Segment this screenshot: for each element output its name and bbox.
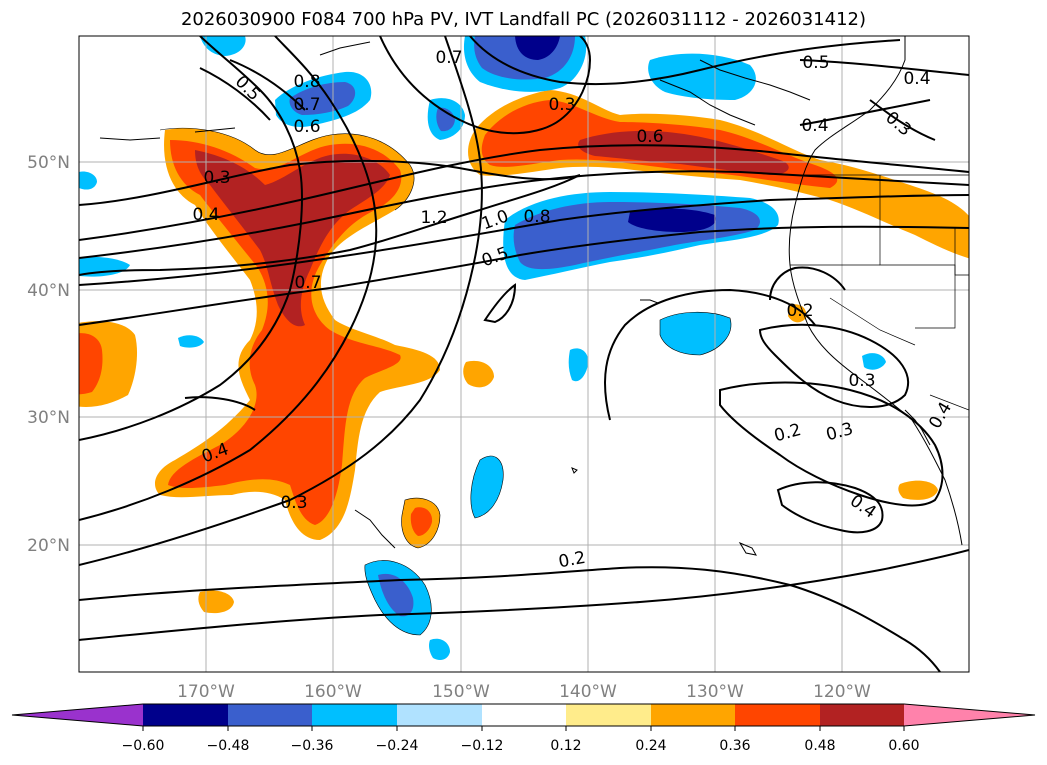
colorbar-tick-label: 0.48 [804, 738, 835, 754]
contour-label: 0.2 [557, 548, 587, 572]
colorbar-extend-high [904, 704, 1035, 726]
colorbar-bin [312, 704, 397, 726]
anomaly-gulf-alaska-core [578, 130, 789, 175]
anomaly-west-pacific-core [195, 150, 390, 327]
anomaly-small-a-inner [436, 107, 455, 132]
anomaly-far-west-inner [79, 333, 103, 395]
anomaly-small-h [862, 353, 886, 370]
colorbar-tick-label: 0.60 [888, 738, 919, 754]
lat-label-30n: 30°N [27, 408, 70, 428]
contour-label: 0.8 [293, 72, 320, 92]
anomaly-small-1-inner [410, 507, 433, 536]
contour-labels: 0.7 0.5 0.8 0.7 0.6 0.3 0.6 0.5 0.4 0.4 … [192, 48, 956, 572]
colorbar-bin [228, 704, 312, 726]
lon-label-170w: 170°W [177, 682, 235, 702]
anomaly-bc-coast [648, 53, 756, 100]
anomaly-central-trough-core [628, 208, 716, 232]
plot-frame [78, 35, 970, 673]
pv-contours [79, 36, 969, 672]
colorbar-tick-label: −0.48 [207, 738, 250, 754]
colorbar-tick-label: 0.36 [719, 738, 750, 754]
anomaly-small-g [79, 171, 97, 190]
colorbar-bin [735, 704, 820, 726]
contour-label: 0.7 [293, 95, 320, 115]
map-title: 2026030900 F084 700 hPa PV, IVT Landfall… [180, 9, 867, 30]
contour-label: 0.4 [192, 205, 219, 225]
colorbar-bin [566, 704, 651, 726]
anomaly-small-e [178, 335, 204, 348]
colorbar-tick-label: −0.36 [291, 738, 334, 754]
contour-label: 0.7 [435, 48, 462, 68]
colorbar-tick-label: −0.60 [122, 738, 165, 754]
political-boundaries [790, 174, 969, 411]
contour-label: 0.4 [903, 69, 930, 89]
colorbar-tick-label: 0.12 [550, 738, 581, 754]
contour-label: 1.2 [420, 208, 447, 228]
anomaly-small-4 [898, 480, 938, 500]
anomaly-aleutian-inner [289, 82, 356, 115]
lon-label-130w: 130°W [686, 682, 744, 702]
anomaly-hawaii-south-inner [378, 573, 414, 617]
contour-label: 0.3 [203, 168, 230, 188]
anomaly-small-d [429, 638, 450, 660]
colorbar-bin [651, 704, 735, 726]
colorbar-bin [482, 704, 566, 726]
lat-label-50n: 50°N [27, 153, 70, 173]
colorbar-tick-label: −0.12 [461, 738, 504, 754]
colorbar-ticks [142, 726, 905, 731]
colorbar-tick-label: 0.24 [635, 738, 666, 754]
lon-label-120w: 120°W [813, 682, 871, 702]
contour-label: 0.4 [801, 116, 828, 136]
contour-label: 0.3 [280, 493, 307, 513]
colorbar-bin [143, 704, 228, 726]
positive-anomaly-fills [79, 90, 969, 614]
colorbar-tick-label: −0.24 [376, 738, 419, 754]
anomaly-west-aleutian [200, 36, 246, 56]
lon-labels: 170°W 160°W 150°W 140°W 130°W 120°W [177, 682, 871, 702]
anomaly-subtropical-a [660, 312, 731, 355]
contour-label: 0.3 [848, 371, 875, 391]
lat-label-40n: 40°N [27, 281, 70, 301]
graticule [79, 36, 969, 672]
contour-label: 0.5 [802, 53, 829, 73]
lat-label-20n: 20°N [27, 536, 70, 556]
colorbar-bin [397, 704, 482, 726]
anomaly-outlines [159, 127, 732, 636]
contour-label: 0.3 [548, 95, 575, 115]
contour-label: 0.7 [294, 273, 321, 293]
lon-label-160w: 160°W [304, 682, 362, 702]
colorbar: −0.60 −0.48 −0.36 −0.24 −0.12 0.12 0.24 … [11, 703, 1036, 754]
anomaly-west-pacific-inner [168, 140, 402, 525]
contour-label: 0.6 [636, 127, 663, 147]
contour-label: 0.6 [293, 117, 320, 137]
lon-label-140w: 140°W [559, 682, 617, 702]
colorbar-bin [820, 704, 904, 726]
anomaly-small-3 [198, 590, 234, 614]
colorbar-extend-low [12, 704, 143, 726]
anomaly-north-trough-core [515, 36, 560, 60]
lon-label-150w: 150°W [432, 682, 490, 702]
anomaly-subtropical-c [568, 348, 589, 382]
plot-area: 0.7 0.5 0.8 0.7 0.6 0.3 0.6 0.5 0.4 0.4 … [79, 36, 969, 672]
contour-label: 0.8 [523, 207, 550, 227]
contour-label: 0.2 [786, 301, 813, 321]
lat-labels: 50°N 40°N 30°N 20°N [27, 153, 70, 556]
anomaly-small-2 [463, 360, 494, 388]
